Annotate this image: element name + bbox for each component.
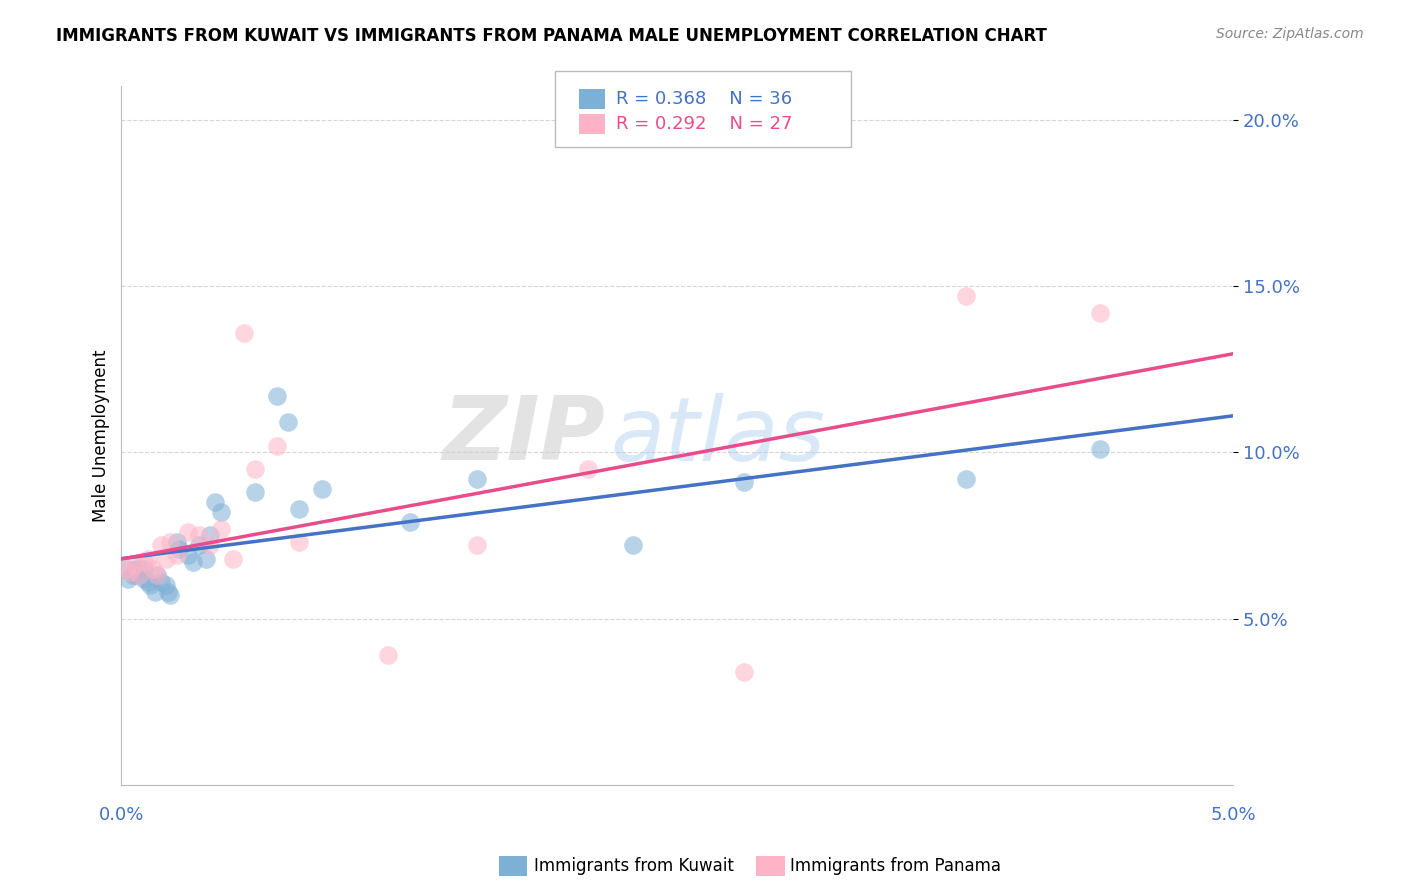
Point <box>243 485 266 500</box>
Point <box>211 505 233 519</box>
Point <box>155 578 177 592</box>
Point <box>177 549 200 563</box>
Point <box>136 574 159 589</box>
Point <box>399 515 422 529</box>
Point <box>232 326 254 340</box>
Point <box>377 648 399 662</box>
Point <box>277 415 299 429</box>
Y-axis label: Male Unemployment: Male Unemployment <box>93 350 110 522</box>
Text: 0.0%: 0.0% <box>98 805 145 824</box>
Point <box>150 574 173 589</box>
Point <box>576 462 599 476</box>
Point <box>125 568 148 582</box>
Point <box>124 558 146 573</box>
Point <box>188 538 211 552</box>
Point <box>221 551 243 566</box>
Point <box>157 585 180 599</box>
Point <box>124 562 146 576</box>
Point <box>1088 442 1111 456</box>
Text: atlas: atlas <box>610 392 825 479</box>
Point <box>733 475 755 490</box>
Point <box>204 495 226 509</box>
Point <box>243 462 266 476</box>
Point <box>733 665 755 679</box>
Point <box>150 538 173 552</box>
Point <box>115 562 138 576</box>
Point <box>177 525 200 540</box>
Point <box>159 588 181 602</box>
Point <box>188 528 211 542</box>
Point <box>142 562 165 576</box>
Point <box>132 572 155 586</box>
Point <box>132 555 155 569</box>
Point <box>621 538 644 552</box>
Point <box>146 568 169 582</box>
Point <box>166 535 188 549</box>
Text: Immigrants from Kuwait: Immigrants from Kuwait <box>534 857 734 875</box>
Point <box>955 289 977 303</box>
Point <box>266 389 288 403</box>
Point <box>266 439 288 453</box>
Point <box>159 535 181 549</box>
Point <box>211 522 233 536</box>
Point <box>128 568 150 582</box>
Point <box>155 551 177 566</box>
Point <box>143 585 166 599</box>
Text: R = 0.292    N = 27: R = 0.292 N = 27 <box>616 115 793 133</box>
Point <box>139 578 162 592</box>
Text: IMMIGRANTS FROM KUWAIT VS IMMIGRANTS FROM PANAMA MALE UNEMPLOYMENT CORRELATION C: IMMIGRANTS FROM KUWAIT VS IMMIGRANTS FRO… <box>56 27 1047 45</box>
Text: Immigrants from Panama: Immigrants from Panama <box>790 857 1001 875</box>
Point <box>121 568 143 582</box>
Point <box>465 472 488 486</box>
Point <box>955 472 977 486</box>
Point <box>128 562 150 576</box>
Point <box>120 565 142 579</box>
Text: Source: ZipAtlas.com: Source: ZipAtlas.com <box>1216 27 1364 41</box>
Point <box>167 541 190 556</box>
Text: ZIP: ZIP <box>441 392 605 479</box>
Point <box>288 535 311 549</box>
Point <box>136 551 159 566</box>
Point <box>311 482 333 496</box>
Point <box>200 538 222 552</box>
Point <box>181 555 204 569</box>
Point <box>200 528 222 542</box>
Point <box>166 549 188 563</box>
Point <box>1088 305 1111 319</box>
Text: R = 0.368    N = 36: R = 0.368 N = 36 <box>616 90 792 108</box>
Point <box>194 551 217 566</box>
Point <box>146 568 169 582</box>
Point <box>117 572 139 586</box>
Point <box>115 562 138 576</box>
Text: 5.0%: 5.0% <box>1211 805 1256 824</box>
Point <box>288 501 311 516</box>
Point <box>465 538 488 552</box>
Point <box>132 562 155 576</box>
